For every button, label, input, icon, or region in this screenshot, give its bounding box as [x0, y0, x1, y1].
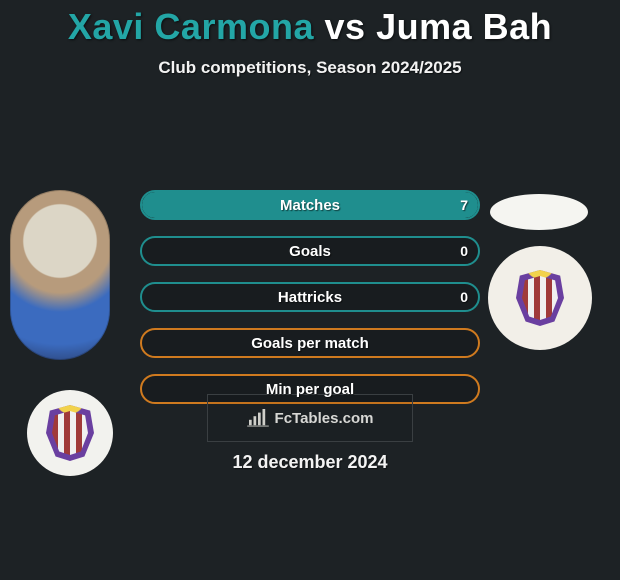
stat-label: Goals per match	[251, 335, 369, 352]
stat-row: Goals per match	[140, 328, 480, 358]
stat-value: 0	[460, 289, 468, 305]
stat-value: 7	[460, 197, 468, 213]
stat-value: 0	[460, 243, 468, 259]
stat-row: Matches 7	[140, 190, 480, 220]
page-title: Xavi Carmona vs Juma Bah	[0, 0, 620, 48]
player2-crest	[488, 246, 592, 350]
watermark: FcTables.com	[207, 394, 413, 442]
title-player1: Xavi Carmona	[68, 6, 314, 47]
stat-label: Matches	[280, 197, 340, 214]
shield-icon	[516, 270, 564, 326]
player2-photo-placeholder	[490, 194, 588, 230]
stat-label: Min per goal	[266, 381, 354, 398]
stats-bars: Matches 7 Goals 0 Hattricks 0 Goals per match M…	[140, 190, 480, 420]
subtitle: Club competitions, Season 2024/2025	[0, 58, 620, 78]
stat-label: Goals	[289, 243, 331, 260]
watermark-text: FcTables.com	[275, 410, 374, 427]
stat-row: Hattricks 0	[140, 282, 480, 312]
stat-label: Hattricks	[278, 289, 342, 306]
title-connector: vs	[325, 6, 366, 47]
stat-row: Goals 0	[140, 236, 480, 266]
comparison-stage: Matches 7 Goals 0 Hattricks 0 Goals per match M…	[0, 78, 620, 508]
player1-photo	[10, 190, 110, 360]
bar-chart-icon	[247, 409, 269, 427]
date-label: 12 december 2024	[0, 452, 620, 473]
title-player2: Juma Bah	[376, 6, 552, 47]
